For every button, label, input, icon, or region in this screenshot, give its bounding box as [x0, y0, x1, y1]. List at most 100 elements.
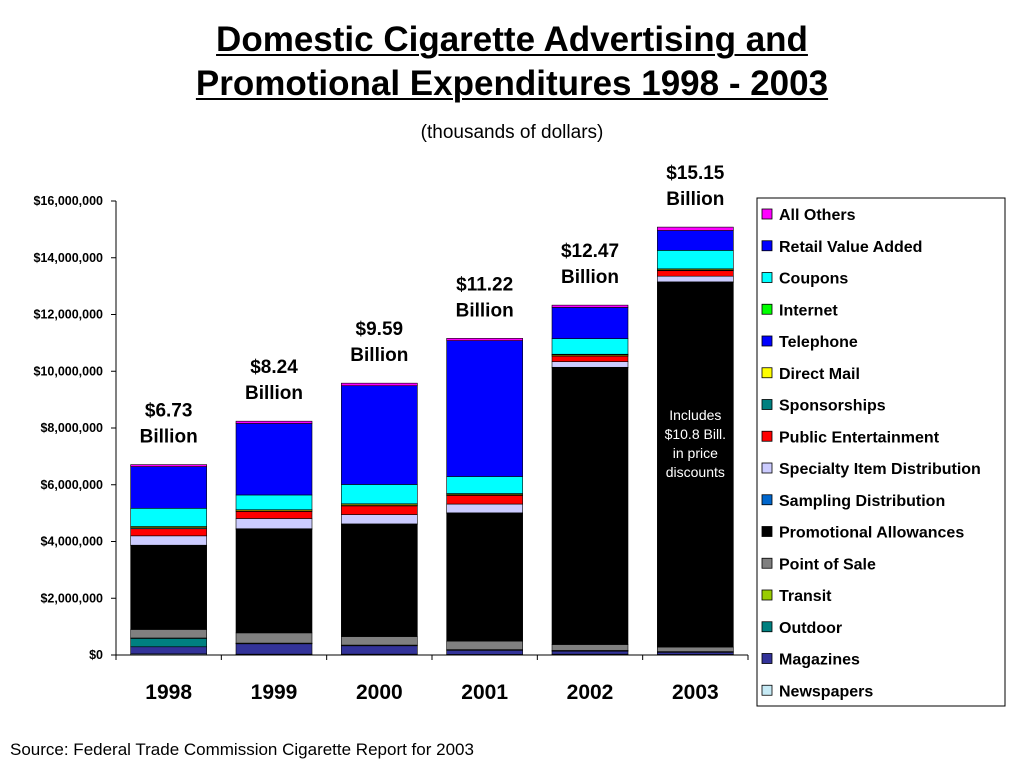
bar-segment — [130, 464, 207, 467]
total-label-unit: Billion — [350, 345, 408, 366]
legend: All Others Retail Value Added Coupons Inter… — [756, 197, 1006, 707]
total-label-unit: Billion — [561, 267, 619, 288]
bar-segment — [235, 632, 313, 644]
annotation-line: Includes — [669, 407, 721, 423]
annotation-line: $10.8 Bill. — [665, 426, 726, 442]
bar-segment — [130, 646, 207, 655]
legend-label: Outdoor — [779, 620, 842, 637]
bar-segment — [341, 484, 418, 505]
legend-swatch — [761, 589, 773, 601]
bar-segment — [446, 640, 523, 650]
bar-segment — [341, 514, 418, 525]
bar-segment — [341, 636, 418, 646]
bar-segment — [130, 528, 207, 537]
bar-segment — [657, 230, 734, 251]
bar-segment — [130, 629, 207, 639]
legend-label: Telephone — [779, 334, 858, 351]
bar-segment — [551, 304, 629, 308]
bar-segment — [551, 361, 629, 368]
bar-segment — [130, 466, 207, 509]
bar-segment — [235, 518, 313, 530]
legend-label: Specialty Item Distribution — [779, 461, 981, 478]
bar-segment — [341, 385, 418, 485]
legend-swatch — [761, 272, 773, 283]
bars — [130, 226, 734, 656]
total-label-value: $11.22 — [456, 274, 513, 295]
y-axis: $0 $2,000,000 $4,000,000 $6,000,000 $8,000,0… — [33, 194, 117, 662]
annotation-line: discounts — [666, 464, 725, 480]
legend-swatch — [761, 653, 773, 664]
bar-segment — [551, 338, 629, 355]
legend-swatch — [761, 526, 773, 537]
y-tick-label: $2,000,000 — [40, 591, 103, 605]
bar-segment — [235, 420, 313, 424]
legend-label: Internet — [779, 302, 838, 319]
y-tick-label: $14,000,000 — [33, 251, 103, 265]
legend-label: Sampling Distribution — [779, 493, 945, 510]
x-tick-label: 1999 — [251, 681, 298, 704]
bar-segment — [446, 340, 523, 477]
source-note: Source: Federal Trade Commission Cigaret… — [10, 740, 474, 759]
total-label-value: $15.15 — [666, 163, 725, 184]
legend-swatch — [761, 208, 773, 220]
legend-swatch — [761, 367, 773, 379]
x-tick-label: 1998 — [145, 681, 192, 704]
bar-segment — [341, 505, 418, 515]
y-tick-label: $10,000,000 — [33, 364, 103, 378]
bar-segment — [235, 423, 313, 496]
chart-subtitle: (thousands of dollars) — [420, 122, 604, 143]
bar-segment — [446, 476, 523, 494]
total-label-unit: Billion — [245, 383, 303, 404]
x-tick-label: 2002 — [567, 681, 614, 704]
bar-segment — [657, 282, 734, 648]
bar-segment — [446, 513, 523, 642]
y-tick-label: $4,000,000 — [40, 535, 103, 549]
bar-segment — [551, 355, 629, 362]
legend-label: Direct Mail — [779, 366, 860, 383]
bar-segment — [657, 646, 734, 652]
bar-segment — [657, 250, 734, 270]
legend-label: Transit — [779, 588, 832, 605]
bar-segment — [130, 637, 207, 648]
legend-swatch — [761, 494, 773, 506]
legend-swatch — [761, 240, 773, 252]
bar-segment — [446, 494, 523, 505]
x-tick-label: 2001 — [461, 681, 508, 704]
stacked-bar-chart: $0 $2,000,000 $4,000,000 $6,000,000 $8,000,0… — [33, 163, 1006, 707]
legend-label: All Others — [779, 207, 856, 224]
legend-swatch — [761, 303, 773, 315]
y-tick-label: $16,000,000 — [33, 194, 103, 208]
x-tick-label: 2003 — [672, 681, 719, 704]
total-label-value: $9.59 — [356, 319, 404, 340]
total-label-value: $6.73 — [145, 401, 193, 422]
legend-swatch — [761, 430, 773, 442]
y-tick-label: $0 — [89, 648, 103, 662]
legend-label: Promotional Allowances — [779, 525, 964, 542]
bar-segment — [341, 645, 418, 655]
chart-title-line-2: Promotional Expenditures 1998 - 2003 — [195, 64, 829, 103]
legend-label: Coupons — [779, 271, 848, 288]
bar-segment — [235, 528, 313, 634]
total-label-unit: Billion — [666, 189, 724, 210]
bar-segment — [341, 524, 418, 637]
bar-segment — [130, 545, 207, 630]
legend-label: Point of Sale — [779, 556, 876, 573]
bar-segment — [446, 338, 523, 341]
legend-swatch — [761, 684, 773, 696]
total-labels: $6.73 Billion $8.24 Billion $9.59 Billion $11.… — [140, 163, 725, 447]
y-tick-label: $12,000,000 — [33, 308, 103, 322]
bar-segment — [235, 511, 313, 519]
chart-title: Domestic Cigarette Advertising and Promo… — [0, 18, 1024, 106]
legend-swatch — [761, 335, 773, 347]
bar-segment — [235, 643, 313, 655]
chart-title-line-1: Domestic Cigarette Advertising and — [216, 20, 808, 59]
x-axis: 1998 1999 2000 2001 2002 2003 — [115, 654, 749, 704]
legend-box — [756, 197, 1006, 707]
legend-label: Public Entertainment — [779, 429, 940, 446]
legend-swatch — [761, 621, 773, 633]
annotation-line: in price — [673, 445, 718, 461]
price-discount-annotation: Includes $10.8 Bill. in price discounts — [665, 407, 726, 480]
bar-segment — [235, 494, 313, 511]
legend-label: Retail Value Added — [779, 239, 922, 256]
total-label-value: $12.47 — [561, 241, 619, 262]
